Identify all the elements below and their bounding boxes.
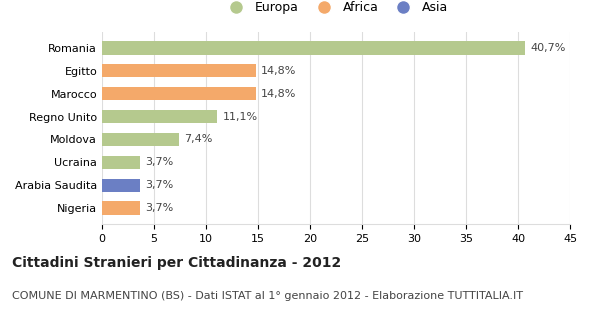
Bar	[102, 156, 140, 169]
Text: Cittadini Stranieri per Cittadinanza - 2012: Cittadini Stranieri per Cittadinanza - 2…	[12, 256, 341, 270]
Text: 11,1%: 11,1%	[223, 111, 258, 122]
Bar	[102, 41, 525, 54]
Text: 14,8%: 14,8%	[261, 66, 296, 76]
Text: 3,7%: 3,7%	[146, 180, 174, 190]
Legend: Europa, Africa, Asia: Europa, Africa, Asia	[218, 0, 454, 19]
Bar	[102, 179, 140, 192]
Text: 40,7%: 40,7%	[530, 43, 566, 52]
Bar	[102, 202, 140, 215]
Bar	[102, 132, 179, 146]
Text: 3,7%: 3,7%	[146, 204, 174, 213]
Bar	[102, 110, 217, 124]
Text: COMUNE DI MARMENTINO (BS) - Dati ISTAT al 1° gennaio 2012 - Elaborazione TUTTITA: COMUNE DI MARMENTINO (BS) - Dati ISTAT a…	[12, 291, 523, 301]
Bar	[102, 87, 256, 100]
Bar	[102, 64, 256, 77]
Text: 14,8%: 14,8%	[261, 89, 296, 99]
Text: 3,7%: 3,7%	[146, 157, 174, 167]
Text: 7,4%: 7,4%	[184, 134, 212, 145]
